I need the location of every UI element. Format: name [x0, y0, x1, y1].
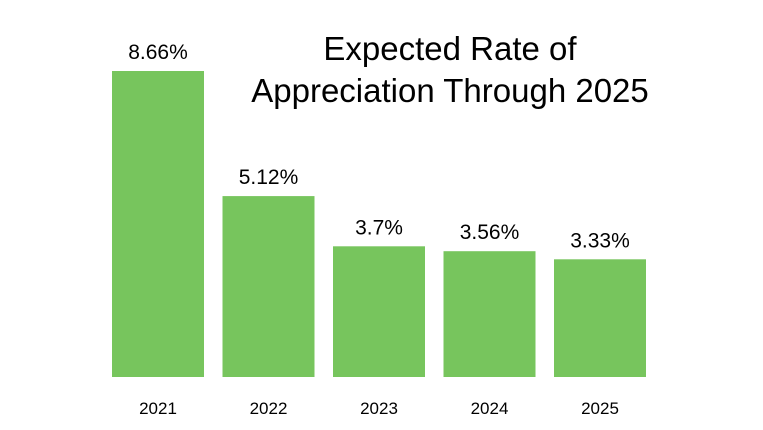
x-axis-tick-labels: 2021 2022 2023 2024 2025 — [139, 399, 619, 418]
chart-title-line-2: Appreciation Through 2025 — [251, 72, 649, 109]
data-label-2023: 3.7% — [355, 216, 403, 239]
x-tick-label-2022: 2022 — [250, 399, 288, 418]
bar-2022 — [222, 196, 315, 377]
bar-2021 — [112, 71, 204, 377]
data-label-2025: 3.33% — [570, 229, 630, 252]
bars-layer — [112, 71, 646, 377]
bar-2024 — [443, 251, 536, 377]
chart-title-line-1: Expected Rate of — [323, 30, 577, 67]
x-tick-label-2023: 2023 — [360, 399, 398, 418]
bar-2023 — [333, 246, 425, 377]
data-label-2024: 3.56% — [460, 221, 520, 244]
x-tick-label-2024: 2024 — [471, 399, 509, 418]
x-tick-label-2025: 2025 — [581, 399, 619, 418]
data-label-2021: 8.66% — [128, 41, 188, 64]
data-label-2022: 5.12% — [239, 166, 299, 189]
x-tick-label-2021: 2021 — [139, 399, 177, 418]
data-labels-layer: 8.66% 5.12% 3.7% 3.56% 3.33% — [128, 41, 630, 252]
bar-2025 — [554, 259, 646, 377]
